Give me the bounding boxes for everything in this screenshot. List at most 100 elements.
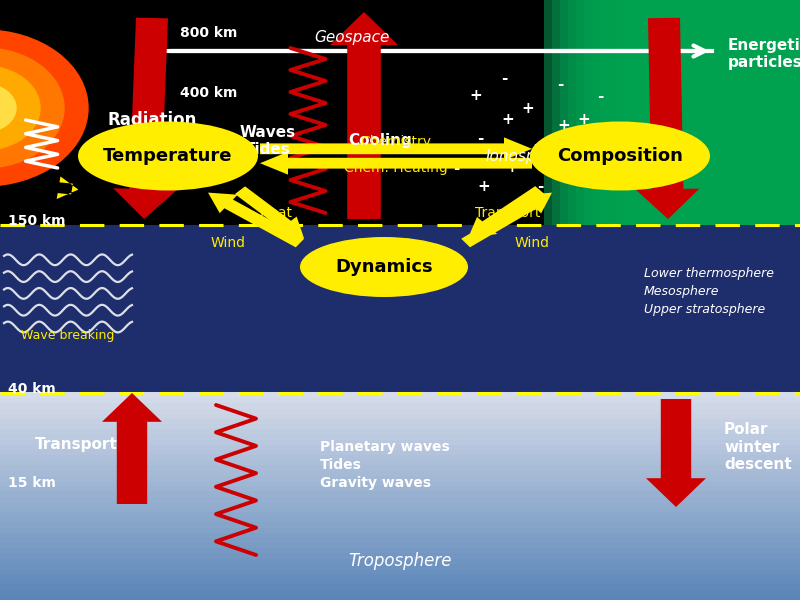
Bar xyxy=(0,0,800,225)
Bar xyxy=(0,574,800,580)
Text: +: + xyxy=(478,179,490,193)
Bar xyxy=(0,439,800,445)
FancyArrow shape xyxy=(235,187,304,238)
Text: -: - xyxy=(501,70,507,85)
Ellipse shape xyxy=(78,121,258,191)
Bar xyxy=(0,444,800,450)
Bar xyxy=(0,532,800,538)
Bar xyxy=(0,449,800,455)
Text: +: + xyxy=(562,160,574,175)
FancyArrow shape xyxy=(461,193,552,247)
Bar xyxy=(0,403,800,409)
FancyArrow shape xyxy=(330,12,398,219)
Bar xyxy=(0,548,800,553)
Bar xyxy=(0,398,800,403)
Text: Tides: Tides xyxy=(320,458,362,472)
FancyArrow shape xyxy=(468,186,545,238)
Text: +: + xyxy=(522,101,534,115)
Bar xyxy=(648,0,800,225)
Text: Dynamics: Dynamics xyxy=(335,258,433,276)
Text: Lower thermosphere: Lower thermosphere xyxy=(644,266,774,280)
Bar xyxy=(632,0,800,225)
Bar xyxy=(0,465,800,470)
Bar xyxy=(0,538,800,543)
Ellipse shape xyxy=(530,121,710,191)
Bar xyxy=(0,522,800,527)
Bar xyxy=(0,428,800,434)
Bar xyxy=(0,511,800,517)
Circle shape xyxy=(0,66,40,150)
Bar xyxy=(624,0,800,225)
Text: -: - xyxy=(477,130,483,145)
Bar xyxy=(608,0,800,225)
Text: -: - xyxy=(597,88,603,103)
Bar xyxy=(0,589,800,595)
Bar xyxy=(0,568,800,574)
Bar xyxy=(640,0,800,225)
Text: Gravity waves: Gravity waves xyxy=(320,476,431,490)
FancyArrow shape xyxy=(57,176,78,199)
Bar xyxy=(0,481,800,486)
Text: Transport: Transport xyxy=(34,437,118,451)
Bar xyxy=(0,470,800,476)
Text: Transport: Transport xyxy=(475,206,541,220)
Bar xyxy=(576,0,800,225)
Text: Polar
winter
descent: Polar winter descent xyxy=(724,422,792,472)
FancyArrow shape xyxy=(635,18,699,219)
Bar xyxy=(0,418,800,424)
Bar xyxy=(544,0,800,225)
Circle shape xyxy=(0,30,88,186)
Bar xyxy=(0,506,800,512)
Bar xyxy=(0,485,800,491)
Bar xyxy=(0,501,800,507)
Text: Ionosphere: Ionosphere xyxy=(486,148,570,163)
Text: Radiation: Radiation xyxy=(107,111,197,129)
Text: +: + xyxy=(502,113,514,127)
Bar xyxy=(0,584,800,590)
Bar xyxy=(0,434,800,440)
Bar xyxy=(0,553,800,559)
Text: +: + xyxy=(578,113,590,127)
Bar xyxy=(0,408,800,414)
Bar xyxy=(0,413,800,419)
Bar xyxy=(656,0,800,225)
Bar xyxy=(552,0,800,225)
Bar xyxy=(600,0,800,225)
Text: 15 km: 15 km xyxy=(8,476,56,490)
FancyArrow shape xyxy=(646,399,706,507)
Bar xyxy=(0,460,800,466)
Text: Chem. Heating: Chem. Heating xyxy=(344,161,448,175)
Text: -: - xyxy=(453,160,459,175)
Text: Wave breaking: Wave breaking xyxy=(22,329,114,343)
Bar xyxy=(0,517,800,523)
Ellipse shape xyxy=(300,237,468,297)
Text: Wind: Wind xyxy=(210,236,246,250)
Text: Chemistry: Chemistry xyxy=(361,135,431,149)
Text: 150 km: 150 km xyxy=(8,214,66,228)
Text: 40 km: 40 km xyxy=(8,382,56,396)
Bar xyxy=(0,455,800,460)
Text: Wind: Wind xyxy=(514,236,550,250)
Bar xyxy=(0,424,800,429)
Text: Heat: Heat xyxy=(259,206,293,220)
FancyArrow shape xyxy=(260,137,532,160)
Text: Upper stratosphere: Upper stratosphere xyxy=(644,302,766,316)
Bar xyxy=(544,0,800,225)
Text: 400 km: 400 km xyxy=(180,86,238,100)
Text: Waves
Tides: Waves Tides xyxy=(240,125,296,157)
Bar xyxy=(0,225,800,393)
Bar xyxy=(616,0,800,225)
Circle shape xyxy=(0,84,16,132)
Bar xyxy=(0,392,800,398)
Bar xyxy=(0,578,800,584)
Text: Troposphere: Troposphere xyxy=(348,552,452,570)
Bar xyxy=(0,475,800,481)
Bar xyxy=(0,558,800,564)
Bar xyxy=(0,542,800,548)
Circle shape xyxy=(0,48,64,168)
Bar xyxy=(0,491,800,497)
FancyArrow shape xyxy=(208,193,304,247)
FancyArrow shape xyxy=(114,17,177,219)
Text: Temperature: Temperature xyxy=(103,147,233,165)
Text: Geospace: Geospace xyxy=(314,29,390,45)
